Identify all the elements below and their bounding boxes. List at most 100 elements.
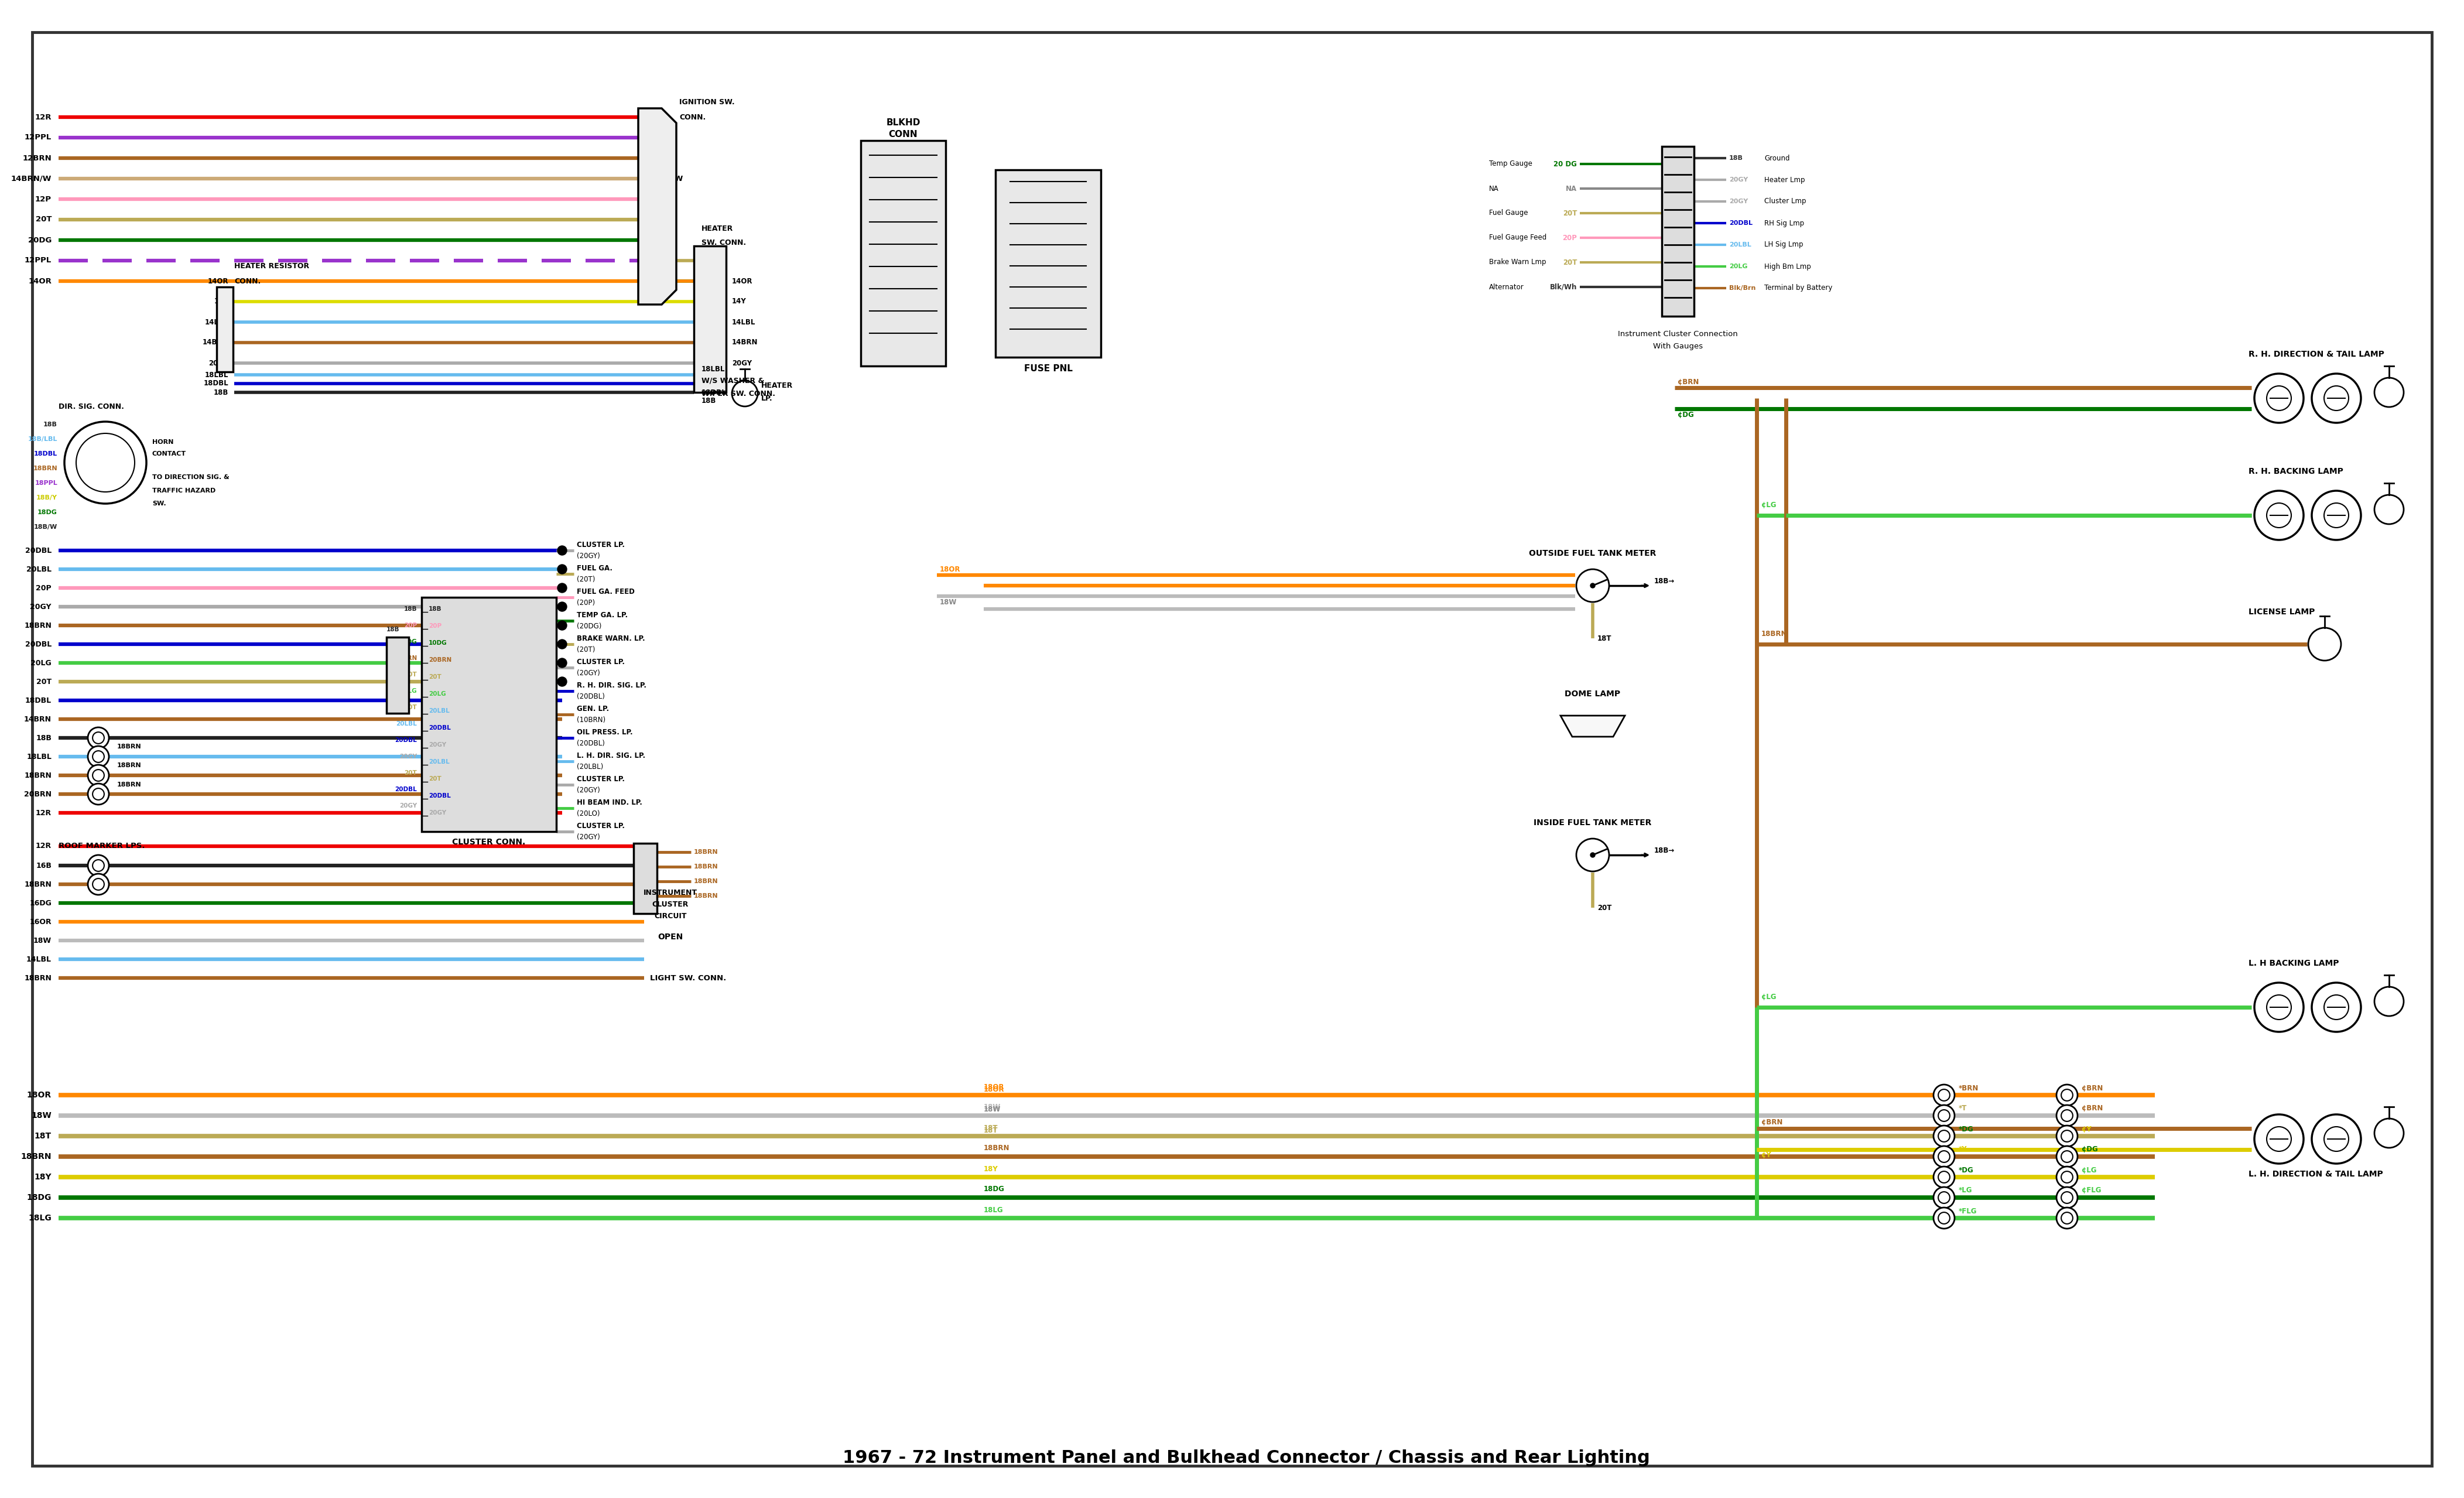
- FancyBboxPatch shape: [860, 141, 946, 366]
- Text: 12PPL: 12PPL: [25, 256, 52, 265]
- Text: 18Y: 18Y: [34, 1173, 52, 1182]
- Text: CLUSTER LP.: CLUSTER LP.: [577, 822, 626, 830]
- Text: ¢LG: ¢LG: [2082, 1167, 2097, 1174]
- Text: 18BRN: 18BRN: [25, 881, 52, 888]
- Text: LIGHT SW. CONN.: LIGHT SW. CONN.: [650, 974, 727, 981]
- Text: 20DBL: 20DBL: [394, 737, 416, 743]
- Text: 10DG: 10DG: [399, 640, 416, 644]
- Text: 14LBL: 14LBL: [205, 318, 229, 327]
- Circle shape: [1934, 1146, 1954, 1167]
- Text: NA: NA: [1565, 184, 1577, 192]
- Circle shape: [1589, 583, 1594, 587]
- Text: 20P: 20P: [404, 623, 416, 628]
- Text: 20GY: 20GY: [1730, 177, 1747, 183]
- Text: 18B→: 18B→: [1653, 577, 1676, 584]
- Circle shape: [557, 677, 567, 686]
- Text: (10BRN): (10BRN): [577, 716, 606, 724]
- Text: Cluster Lmp: Cluster Lmp: [1764, 198, 1806, 205]
- Text: 20LBL: 20LBL: [429, 759, 448, 765]
- Text: LP.: LP.: [761, 394, 774, 401]
- Text: FUEL GA.: FUEL GA.: [577, 565, 614, 572]
- Text: Temp Gauge: Temp Gauge: [1488, 160, 1533, 168]
- Text: 14OR: 14OR: [643, 277, 665, 285]
- Circle shape: [1589, 852, 1594, 857]
- Text: (20P): (20P): [577, 599, 594, 607]
- Text: 18B: 18B: [404, 607, 416, 613]
- Circle shape: [89, 746, 108, 767]
- Text: 20GY: 20GY: [399, 803, 416, 809]
- Text: Fuel Gauge: Fuel Gauge: [1488, 210, 1528, 217]
- Circle shape: [2057, 1106, 2077, 1126]
- Text: 20LBL: 20LBL: [27, 565, 52, 574]
- Text: 20T: 20T: [1562, 259, 1577, 267]
- Text: Brake Warn Lmp: Brake Warn Lmp: [1488, 259, 1545, 267]
- Text: TRAFFIC HAZARD: TRAFFIC HAZARD: [153, 488, 217, 494]
- Text: 14Y: 14Y: [214, 298, 229, 306]
- Text: 18DG: 18DG: [27, 1194, 52, 1201]
- Text: 14LBL: 14LBL: [732, 318, 756, 327]
- Text: 18B: 18B: [387, 626, 399, 632]
- Text: ROOF MARKER LPS.: ROOF MARKER LPS.: [59, 842, 145, 849]
- Text: 20T: 20T: [1562, 210, 1577, 217]
- Text: 12BRN: 12BRN: [643, 154, 673, 162]
- Text: 20LBL: 20LBL: [1730, 241, 1752, 247]
- Text: 18W: 18W: [939, 598, 956, 605]
- Text: 18OR: 18OR: [983, 1086, 1005, 1094]
- Text: 20LBL: 20LBL: [429, 709, 448, 715]
- Text: 20BRN: 20BRN: [429, 658, 451, 664]
- Text: 20DBL: 20DBL: [429, 725, 451, 731]
- Text: 16B: 16B: [37, 861, 52, 869]
- Polygon shape: [638, 108, 675, 304]
- Text: 18LBL: 18LBL: [205, 372, 229, 379]
- Text: CONN: CONN: [890, 130, 917, 139]
- Text: 20GY: 20GY: [399, 753, 416, 759]
- Text: INSIDE FUEL TANK METER: INSIDE FUEL TANK METER: [1533, 819, 1651, 827]
- Text: 18W: 18W: [32, 1112, 52, 1119]
- Text: W/S WASHER &: W/S WASHER &: [702, 377, 764, 385]
- Text: 18DG: 18DG: [37, 509, 57, 515]
- Text: 14Y: 14Y: [732, 298, 747, 306]
- Text: FUSE PNL: FUSE PNL: [1025, 364, 1072, 373]
- Circle shape: [2057, 1207, 2077, 1228]
- FancyBboxPatch shape: [695, 246, 727, 392]
- Text: 14OR: 14OR: [207, 277, 229, 285]
- Text: 12PPL: 12PPL: [25, 133, 52, 141]
- Circle shape: [557, 658, 567, 668]
- Text: (20DBL): (20DBL): [577, 740, 604, 748]
- Text: 20T: 20T: [643, 216, 658, 223]
- Circle shape: [557, 620, 567, 631]
- Text: 18W: 18W: [983, 1104, 1000, 1112]
- Text: Terminal by Battery: Terminal by Battery: [1764, 285, 1833, 292]
- Text: 20P: 20P: [37, 584, 52, 592]
- Text: 16OR: 16OR: [30, 918, 52, 926]
- Text: ¢BRN: ¢BRN: [1678, 377, 1698, 385]
- Text: 20DBL: 20DBL: [429, 792, 451, 798]
- Polygon shape: [1560, 716, 1624, 737]
- Text: CLUSTER LP.: CLUSTER LP.: [577, 658, 626, 665]
- Text: 20DBL: 20DBL: [25, 547, 52, 554]
- Text: 20P: 20P: [1562, 234, 1577, 241]
- Text: ¢BRN: ¢BRN: [2082, 1085, 2102, 1092]
- Text: LICENSE LAMP: LICENSE LAMP: [2250, 608, 2314, 616]
- Circle shape: [557, 640, 567, 649]
- Text: Instrument Cluster Connection: Instrument Cluster Connection: [1619, 330, 1737, 337]
- Text: 20T: 20T: [429, 674, 441, 680]
- Text: CONN.: CONN.: [680, 114, 705, 121]
- FancyBboxPatch shape: [217, 288, 234, 372]
- Circle shape: [557, 565, 567, 574]
- Text: SW. CONN.: SW. CONN.: [702, 240, 747, 247]
- Text: IGNITION SW.: IGNITION SW.: [680, 99, 734, 106]
- Circle shape: [89, 728, 108, 749]
- Text: 18DBL: 18DBL: [205, 380, 229, 388]
- Text: 20BRN: 20BRN: [25, 791, 52, 798]
- Text: 20GY: 20GY: [30, 602, 52, 611]
- Text: 20LG: 20LG: [429, 691, 446, 697]
- Text: 20DG: 20DG: [27, 237, 52, 244]
- Text: 20T: 20T: [702, 256, 715, 265]
- Text: Blk/Wh: Blk/Wh: [1550, 283, 1577, 291]
- Text: 20T: 20T: [37, 679, 52, 686]
- Text: HEATER RESISTOR: HEATER RESISTOR: [234, 262, 310, 270]
- Text: ¢DG: ¢DG: [1678, 410, 1693, 418]
- Text: 18B/Y: 18B/Y: [37, 494, 57, 500]
- Circle shape: [557, 545, 567, 556]
